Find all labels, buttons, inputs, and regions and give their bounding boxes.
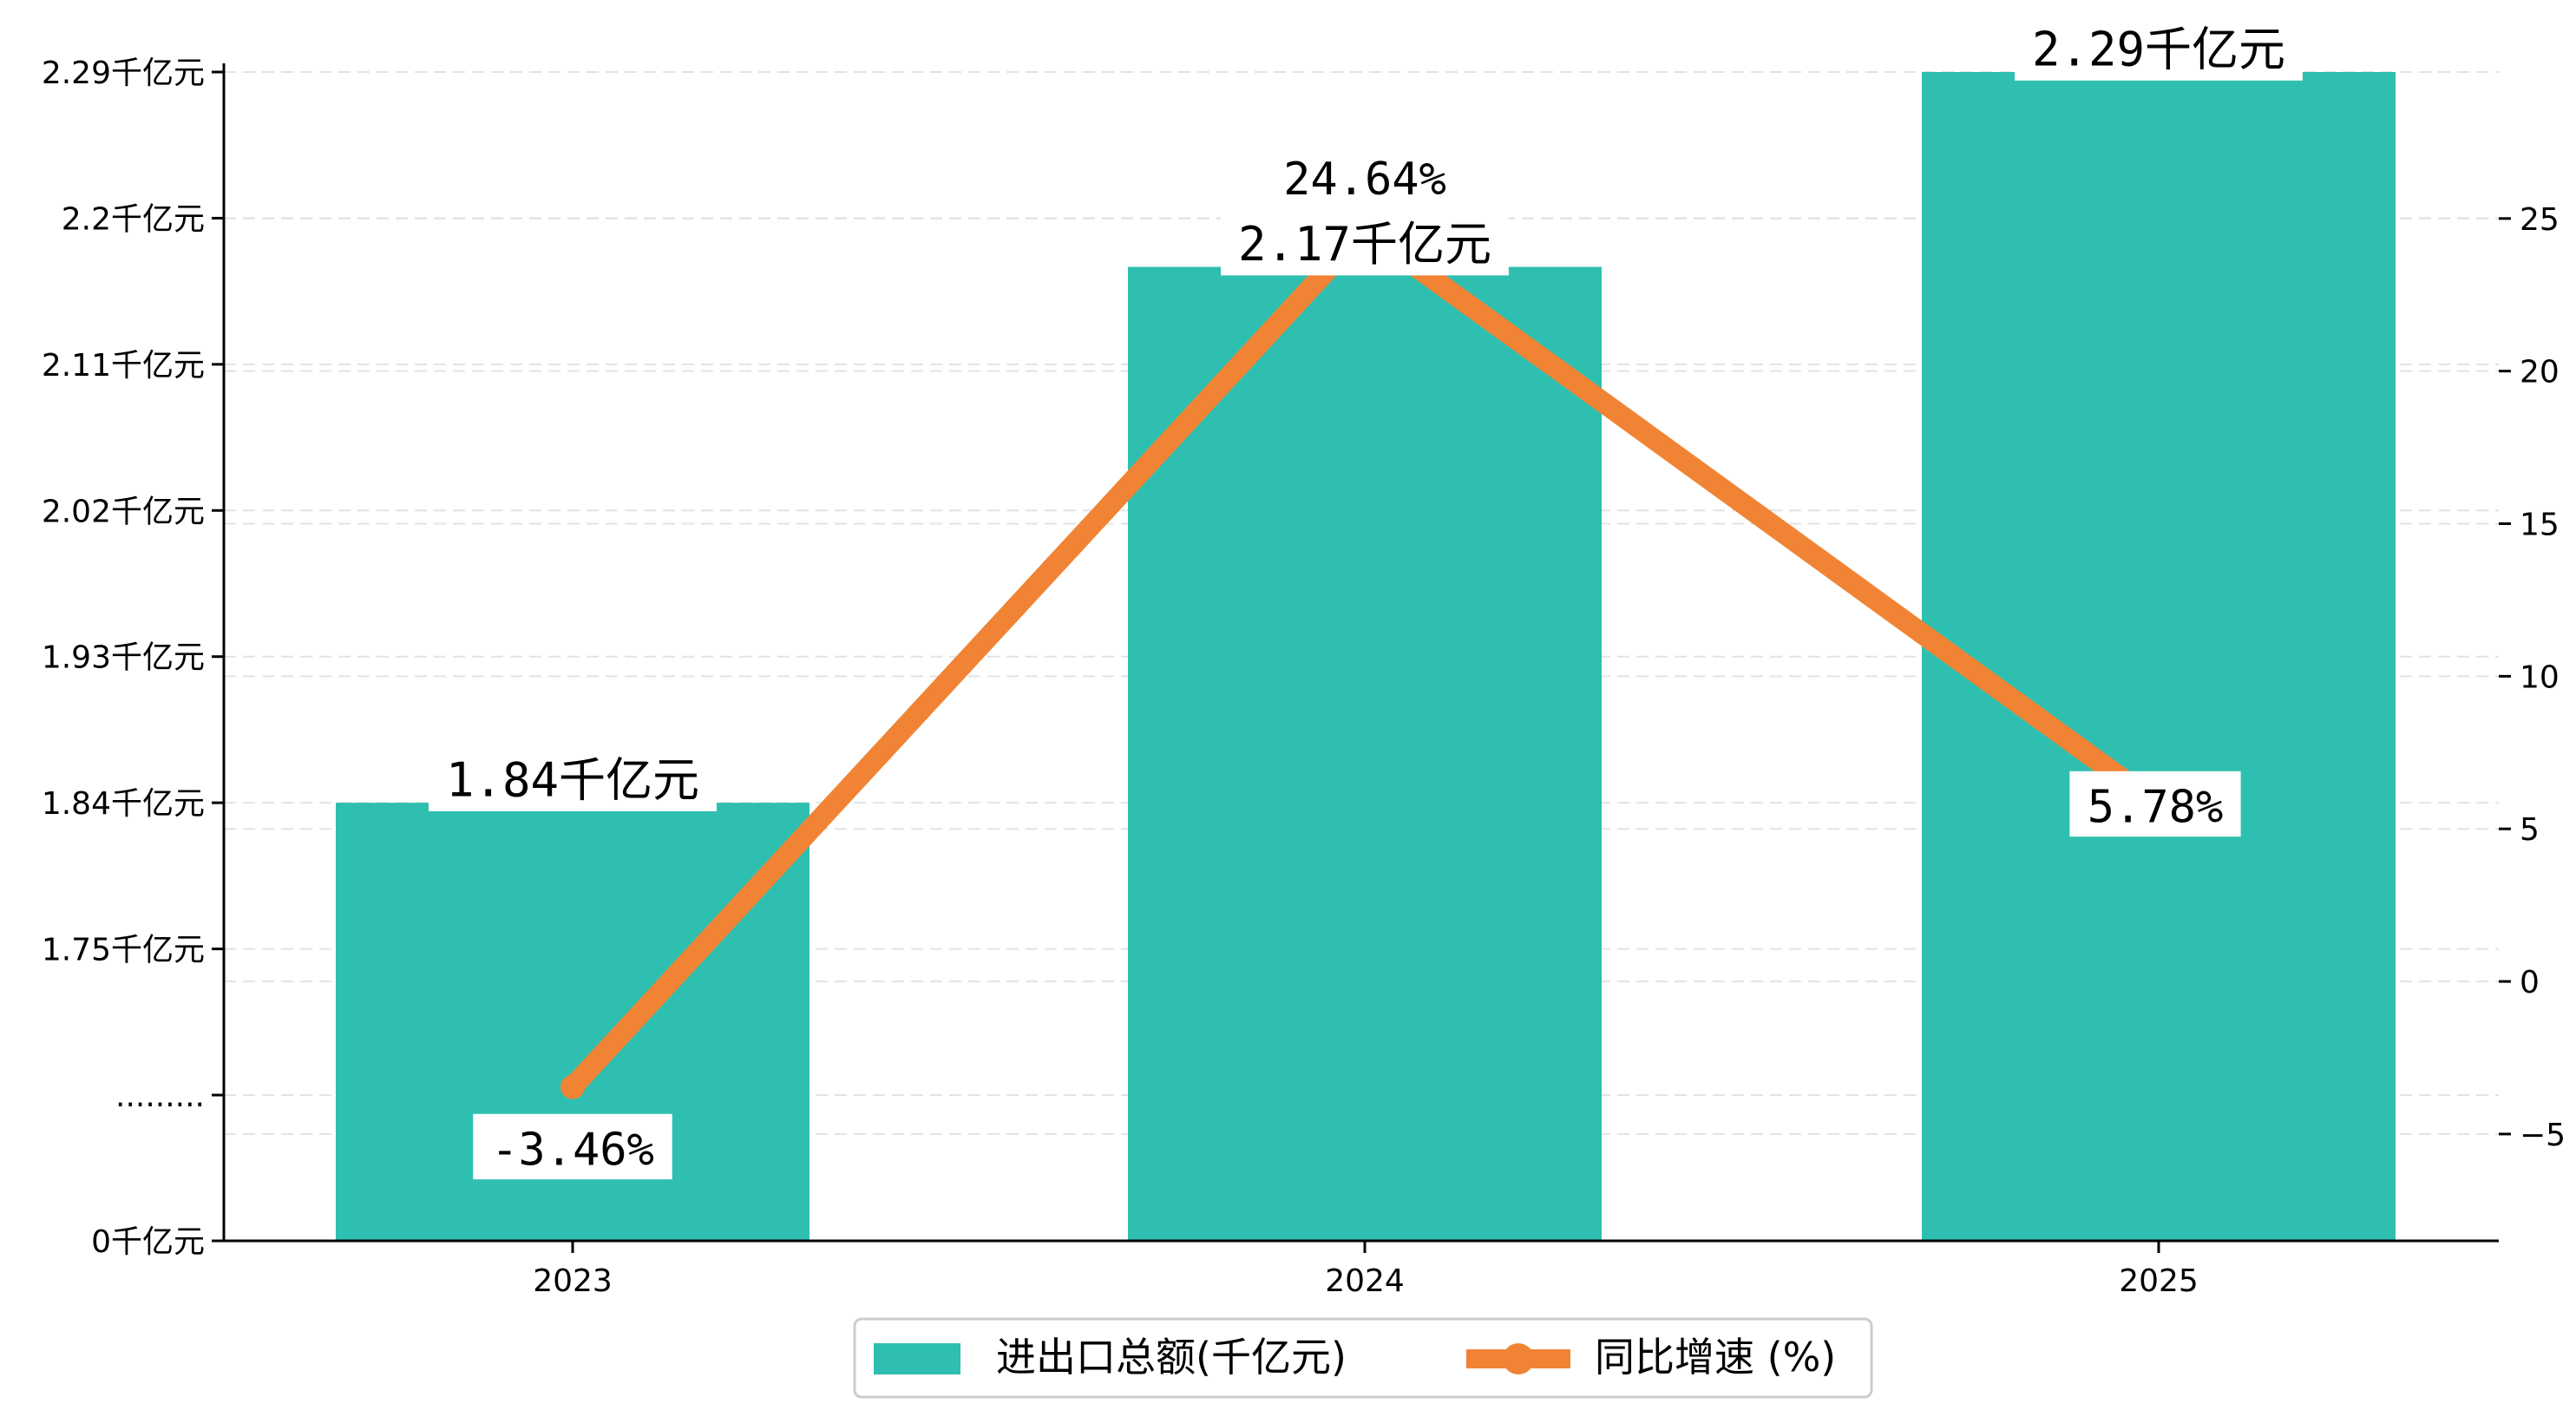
x-tick-label: 2023: [533, 1263, 613, 1299]
left-tick-label: 2.29千亿元: [42, 56, 205, 91]
right-tick-label: 5: [2520, 812, 2540, 848]
left-tick-label: 0千亿元: [91, 1224, 205, 1260]
left-tick-label: 2.2千亿元: [62, 201, 205, 237]
legend: 进出口总额(千亿元) 同比增速 (%): [853, 1317, 1873, 1399]
legend-line-marker: [1503, 1343, 1534, 1374]
legend-bar-swatch: [874, 1343, 960, 1374]
line-label-2025-text: 5.78%: [2088, 782, 2224, 834]
right-tick-label: 10: [2520, 659, 2560, 695]
bars: [336, 72, 2396, 1242]
legend-line-label: 同比增速 (%): [1595, 1334, 1836, 1381]
x-tick-label: 2025: [2119, 1263, 2199, 1299]
right-tick-label: 25: [2520, 202, 2560, 238]
line-label-2023-box: [473, 1113, 672, 1180]
right-tick-label: −5: [2520, 1118, 2566, 1153]
line-label-2023-text: -3.46%: [491, 1125, 654, 1177]
right-tick-label: 20: [2520, 355, 2560, 390]
left-tick-label: 1.84千亿元: [42, 786, 205, 822]
growth-point-2023: [560, 1074, 585, 1099]
bar-label-2025-box: [2015, 12, 2303, 81]
bar-label-2025: 2.29千亿元: [2015, 12, 2303, 81]
legend-frame: [853, 1317, 1873, 1399]
data-labels: 1.84千亿元 2.17千亿元 2.29千亿元 -3.46% 24.64% 5.78%: [429, 12, 2303, 1180]
bar-label-2023: 1.84千亿元: [429, 743, 717, 811]
line-label-2023: -3.46%: [473, 1113, 672, 1180]
line-label-2024-box: [1265, 143, 1465, 209]
line-label-2024: 24.64%: [1265, 143, 1465, 209]
x-tick-label: 2024: [1325, 1263, 1405, 1299]
right-tick-label: 15: [2520, 508, 2560, 543]
bar-label-2025-text: 2.29千亿元: [2032, 23, 2285, 77]
bar-label-2024: 2.17千亿元: [1221, 207, 1509, 276]
left-tick-label: .........: [115, 1079, 205, 1114]
bar-label-2024-text: 2.17千亿元: [1238, 217, 1491, 272]
legend-bar-label: 进出口总额(千亿元): [996, 1334, 1347, 1381]
left-tick-label: 2.02千亿元: [42, 494, 205, 529]
line-label-2025: 5.78%: [2069, 771, 2241, 837]
left-tick-label: 2.11千亿元: [42, 348, 205, 384]
left-tick-label: 1.93千亿元: [42, 640, 205, 676]
bar-label-2023-text: 1.84千亿元: [446, 753, 699, 808]
line-label-2024-text: 24.64%: [1283, 154, 1446, 206]
bar-label-2023-box: [429, 743, 717, 811]
bar-label-2024-box: [1221, 207, 1509, 276]
bar-2025: [1922, 72, 2396, 1241]
bar-2024: [1128, 266, 1602, 1242]
line-label-2025-box: [2069, 771, 2241, 837]
right-tick-label: 0: [2520, 965, 2540, 1000]
left-tick-label: 1.75千亿元: [42, 933, 205, 968]
axes: 0千亿元......... 1.75千亿元 1.84千亿元 1.93千亿元 2.02千亿…: [42, 56, 2566, 1299]
